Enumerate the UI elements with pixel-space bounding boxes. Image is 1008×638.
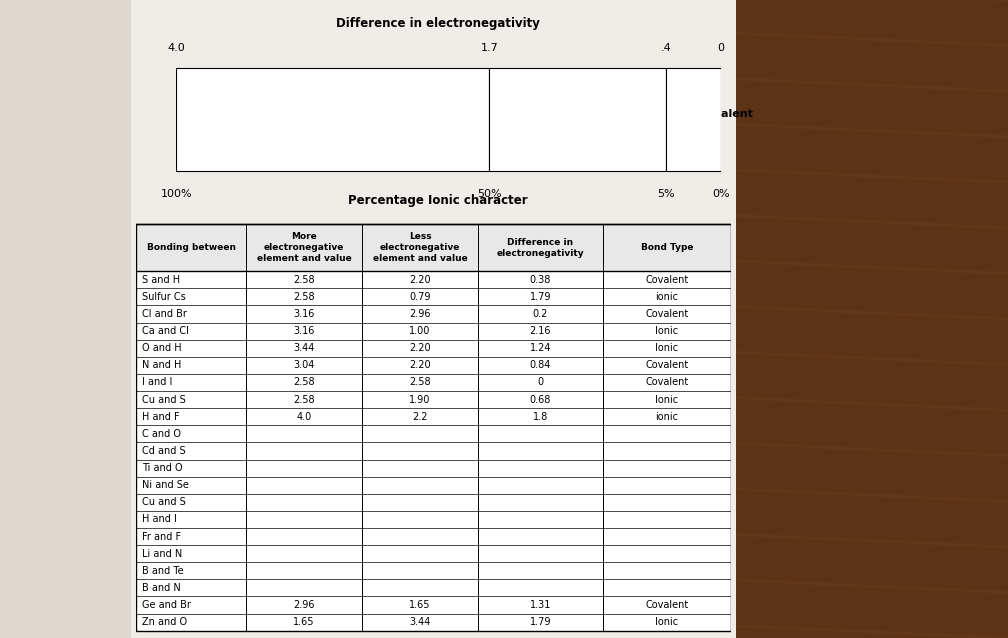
Text: 1.7: 1.7 bbox=[481, 43, 498, 54]
Text: Non-polar covalent
bond: Non-polar covalent bond bbox=[634, 108, 753, 130]
Text: 4.0: 4.0 bbox=[167, 43, 185, 54]
Text: Covalent: Covalent bbox=[645, 360, 688, 370]
Text: Covalent: Covalent bbox=[645, 378, 688, 387]
Bar bbox=[726, 0, 1008, 638]
Text: Li and N: Li and N bbox=[142, 549, 182, 559]
Text: 2.58: 2.58 bbox=[409, 378, 430, 387]
Text: 1.79: 1.79 bbox=[530, 617, 551, 627]
Text: 2.58: 2.58 bbox=[293, 292, 314, 302]
Text: Ionic: Ionic bbox=[318, 114, 348, 124]
Text: Bonding between: Bonding between bbox=[146, 243, 236, 252]
Text: 2.58: 2.58 bbox=[293, 275, 314, 285]
Text: 1.31: 1.31 bbox=[530, 600, 551, 610]
Text: Covalent: Covalent bbox=[645, 275, 688, 285]
Text: .4: .4 bbox=[661, 43, 671, 54]
Bar bbox=[0, 0, 141, 638]
Text: Bond Type: Bond Type bbox=[641, 243, 694, 252]
Text: O and H: O and H bbox=[142, 343, 181, 353]
Text: 2.58: 2.58 bbox=[293, 394, 314, 404]
Text: 3.16: 3.16 bbox=[293, 326, 314, 336]
Text: 3.44: 3.44 bbox=[293, 343, 314, 353]
Text: Ca and Cl: Ca and Cl bbox=[142, 326, 188, 336]
Text: Covalent: Covalent bbox=[645, 600, 688, 610]
Text: 50%: 50% bbox=[477, 189, 502, 199]
Text: 0.68: 0.68 bbox=[530, 394, 551, 404]
Text: Ge and Br: Ge and Br bbox=[142, 600, 191, 610]
Text: Sulfur Cs: Sulfur Cs bbox=[142, 292, 185, 302]
Text: 0.38: 0.38 bbox=[530, 275, 551, 285]
Text: 0: 0 bbox=[718, 43, 724, 54]
Bar bbox=[666, 68, 721, 171]
Text: Ionic: Ionic bbox=[655, 617, 678, 627]
Text: Percentage Ionic character: Percentage Ionic character bbox=[348, 194, 527, 207]
Text: 2.20: 2.20 bbox=[409, 360, 430, 370]
Text: 0.79: 0.79 bbox=[409, 292, 430, 302]
Text: I and I: I and I bbox=[142, 378, 172, 387]
Text: 4.0: 4.0 bbox=[296, 412, 311, 422]
Text: Cd and S: Cd and S bbox=[142, 446, 185, 456]
Text: B and N: B and N bbox=[142, 583, 180, 593]
Text: Covalent: Covalent bbox=[645, 309, 688, 319]
Text: 2.16: 2.16 bbox=[530, 326, 551, 336]
Text: B and Te: B and Te bbox=[142, 566, 183, 576]
Text: 0.2: 0.2 bbox=[533, 309, 548, 319]
Text: Difference in
electronegativity: Difference in electronegativity bbox=[497, 237, 585, 258]
Text: Difference in electronegativity: Difference in electronegativity bbox=[336, 17, 539, 30]
Text: 1.65: 1.65 bbox=[409, 600, 430, 610]
Text: Fr and F: Fr and F bbox=[142, 531, 181, 542]
Text: 1.00: 1.00 bbox=[409, 326, 430, 336]
Bar bbox=[131, 0, 736, 638]
Text: C and O: C and O bbox=[142, 429, 181, 439]
Text: More
electronegative
element and value: More electronegative element and value bbox=[257, 232, 352, 263]
Text: Ti and O: Ti and O bbox=[142, 463, 182, 473]
Text: Ionic: Ionic bbox=[655, 343, 678, 353]
Text: Less
electronegative
element and value: Less electronegative element and value bbox=[373, 232, 468, 263]
Text: S and H: S and H bbox=[142, 275, 180, 285]
Text: Zn and O: Zn and O bbox=[142, 617, 187, 627]
Text: Ionic: Ionic bbox=[655, 326, 678, 336]
Text: ionic: ionic bbox=[655, 292, 678, 302]
Text: 0%: 0% bbox=[712, 189, 730, 199]
Text: 100%: 100% bbox=[160, 189, 193, 199]
Text: 1.24: 1.24 bbox=[530, 343, 551, 353]
Bar bbox=[489, 68, 666, 171]
Text: 0.84: 0.84 bbox=[530, 360, 551, 370]
Text: ionic: ionic bbox=[655, 412, 678, 422]
Text: Polar-covalent bond: Polar-covalent bond bbox=[515, 114, 641, 124]
Text: 2.58: 2.58 bbox=[293, 378, 314, 387]
Text: Cl and Br: Cl and Br bbox=[142, 309, 186, 319]
Text: 1.8: 1.8 bbox=[533, 412, 548, 422]
Text: Cu and S: Cu and S bbox=[142, 394, 185, 404]
Text: 2.96: 2.96 bbox=[409, 309, 430, 319]
Text: H and F: H and F bbox=[142, 412, 179, 422]
Text: 3.44: 3.44 bbox=[409, 617, 430, 627]
Text: 2.20: 2.20 bbox=[409, 343, 430, 353]
Bar bbox=[176, 68, 489, 171]
Text: Ni and Se: Ni and Se bbox=[142, 480, 188, 490]
Text: 5%: 5% bbox=[657, 189, 675, 199]
Text: 3.04: 3.04 bbox=[293, 360, 314, 370]
Text: 0: 0 bbox=[537, 378, 543, 387]
Text: N and H: N and H bbox=[142, 360, 181, 370]
Bar bbox=[136, 224, 731, 271]
Text: 1.90: 1.90 bbox=[409, 394, 430, 404]
Text: Ionic: Ionic bbox=[655, 394, 678, 404]
Text: 2.2: 2.2 bbox=[412, 412, 427, 422]
Text: 3.16: 3.16 bbox=[293, 309, 314, 319]
Text: 2.20: 2.20 bbox=[409, 275, 430, 285]
Text: H and I: H and I bbox=[142, 514, 176, 524]
Text: Cu and S: Cu and S bbox=[142, 497, 185, 507]
Text: 2.96: 2.96 bbox=[293, 600, 314, 610]
Text: 1.79: 1.79 bbox=[530, 292, 551, 302]
Text: 1.65: 1.65 bbox=[293, 617, 314, 627]
